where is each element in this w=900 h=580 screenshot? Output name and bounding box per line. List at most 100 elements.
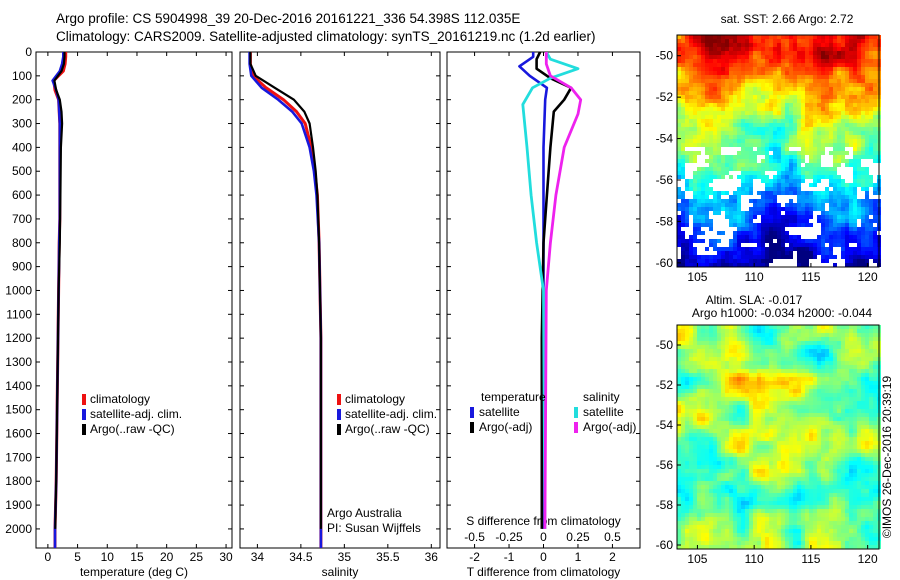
- sst-cell: [829, 99, 833, 103]
- sla-cell: [697, 373, 701, 377]
- sla-cell: [833, 425, 837, 429]
- sst-cell: [761, 163, 765, 167]
- sst-cell: [829, 91, 833, 95]
- sla-cell: [789, 349, 793, 353]
- sla-cell: [837, 397, 841, 401]
- sla-cell: [789, 337, 793, 341]
- sst-cell: [765, 191, 769, 195]
- sla-cell: [713, 365, 717, 369]
- sst-cell: [829, 71, 833, 75]
- sst-cell: [693, 79, 697, 83]
- sst-cell: [753, 67, 757, 71]
- sst-cell: [753, 43, 757, 47]
- sst-cell: [761, 51, 765, 55]
- sla-cell: [801, 405, 805, 409]
- sst-cell: [717, 99, 721, 103]
- sst-cell: [713, 55, 717, 59]
- sla-cell: [865, 429, 869, 433]
- sst-cell: [821, 143, 825, 147]
- sla-cell: [797, 349, 801, 353]
- sst-cell: [845, 263, 849, 267]
- sla-cell: [849, 353, 853, 357]
- sst-cell: [681, 211, 685, 215]
- sst-cell: [737, 87, 741, 91]
- sla-cell: [721, 333, 725, 337]
- sla-cell: [709, 365, 713, 369]
- sst-cell: [789, 123, 793, 127]
- sla-cell: [837, 341, 841, 345]
- sst-cell: [837, 215, 841, 219]
- sla-cell: [705, 421, 709, 425]
- sla-cell: [781, 357, 785, 361]
- sst-cell: [749, 35, 753, 39]
- sst-cell: [817, 91, 821, 95]
- sla-cell: [873, 377, 877, 381]
- sla-cell: [817, 441, 821, 445]
- sla-cell: [817, 449, 821, 453]
- sst-cell: [773, 231, 777, 235]
- map-gap-cell: [845, 171, 849, 175]
- sla-cell: [709, 409, 713, 413]
- sst-cell: [745, 119, 749, 123]
- sst-cell: [801, 59, 805, 63]
- sst-cell: [765, 87, 769, 91]
- sst-cell: [717, 171, 721, 175]
- sst-cell: [693, 155, 697, 159]
- sst-cell: [677, 135, 681, 139]
- sst-cell: [717, 83, 721, 87]
- sst-cell: [801, 55, 805, 59]
- sst-cell: [797, 139, 801, 143]
- sst-cell: [789, 175, 793, 179]
- sla-cell: [829, 409, 833, 413]
- sla-cell: [789, 357, 793, 361]
- sst-cell: [817, 79, 821, 83]
- sst-cell: [753, 119, 757, 123]
- sla-cell: [741, 409, 745, 413]
- sla-cell: [785, 457, 789, 461]
- sst-cell: [705, 99, 709, 103]
- sla-cell: [845, 365, 849, 369]
- sst-cell: [837, 99, 841, 103]
- sst-cell: [689, 51, 693, 55]
- sla-cell: [697, 381, 701, 385]
- sst-cell: [773, 199, 777, 203]
- sst-cell: [821, 255, 825, 259]
- sst-cell: [689, 203, 693, 207]
- sla-cell: [757, 341, 761, 345]
- sst-cell: [753, 175, 757, 179]
- sst-cell: [789, 83, 793, 87]
- sla-cell: [777, 385, 781, 389]
- sst-cell: [745, 223, 749, 227]
- sst-cell: [765, 231, 769, 235]
- sst-cell: [837, 39, 841, 43]
- sla-cell: [845, 425, 849, 429]
- sst-cell: [865, 47, 869, 51]
- sla-cell: [869, 365, 873, 369]
- sst-cell: [721, 231, 725, 235]
- sla-cell: [729, 389, 733, 393]
- sst-cell: [761, 171, 765, 175]
- sla-cell: [681, 381, 685, 385]
- sst-cell: [793, 151, 797, 155]
- sla-cell: [805, 389, 809, 393]
- sst-cell: [865, 231, 869, 235]
- sst-cell: [837, 179, 841, 183]
- sst-cell: [821, 51, 825, 55]
- sla-cell: [717, 433, 721, 437]
- sla-cell: [717, 361, 721, 365]
- sst-cell: [857, 183, 861, 187]
- sla-cell: [785, 433, 789, 437]
- sla-cell: [733, 461, 737, 465]
- sst-cell: [857, 111, 861, 115]
- sla-cell: [733, 353, 737, 357]
- sla-cell: [757, 333, 761, 337]
- sla-cell: [721, 369, 725, 373]
- y-tick-label: 500: [12, 164, 32, 178]
- sst-cell: [729, 211, 733, 215]
- sla-cell: [837, 385, 841, 389]
- sla-cell: [705, 445, 709, 449]
- sst-cell: [801, 91, 805, 95]
- sst-cell: [801, 223, 805, 227]
- sst-cell: [697, 215, 701, 219]
- sla-cell: [857, 381, 861, 385]
